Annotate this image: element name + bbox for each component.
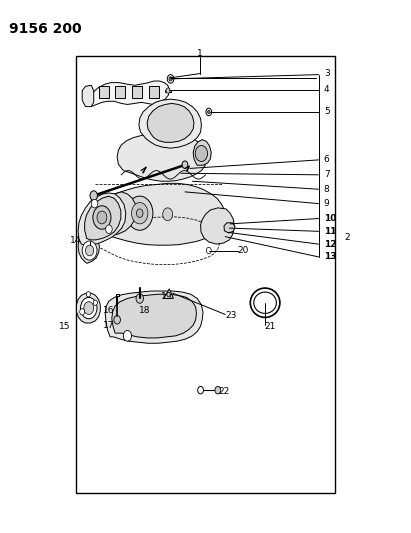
Circle shape [81,297,97,319]
Circle shape [195,146,208,161]
Polygon shape [149,86,159,98]
Circle shape [93,300,97,305]
Text: 3: 3 [324,69,330,78]
Text: 10: 10 [324,214,336,223]
Circle shape [114,316,120,324]
Circle shape [127,196,153,230]
Polygon shape [164,289,173,298]
Polygon shape [76,293,100,323]
Circle shape [84,302,94,314]
Polygon shape [82,85,94,107]
Circle shape [136,209,143,217]
Circle shape [80,309,85,315]
Circle shape [85,245,94,256]
Polygon shape [90,192,136,236]
Text: 13: 13 [324,253,336,261]
Circle shape [166,88,170,93]
Text: 17: 17 [103,321,114,329]
Text: 19: 19 [161,293,172,301]
Text: 20: 20 [238,246,249,255]
Text: 22: 22 [218,387,229,396]
Circle shape [106,225,112,233]
Circle shape [182,161,188,168]
Polygon shape [201,208,234,244]
Polygon shape [116,294,119,296]
Polygon shape [115,86,125,98]
Circle shape [97,211,107,224]
Text: 16: 16 [103,306,114,314]
Circle shape [90,191,97,200]
Polygon shape [224,223,235,233]
Text: 14: 14 [70,237,81,245]
Circle shape [208,110,210,114]
Text: 12: 12 [324,240,336,248]
Circle shape [169,77,172,81]
Text: 8: 8 [324,185,330,193]
Polygon shape [139,99,201,148]
Polygon shape [78,193,126,245]
Polygon shape [147,103,194,142]
Text: 21: 21 [265,322,276,330]
Text: 1: 1 [197,49,203,58]
Polygon shape [117,132,206,181]
Circle shape [163,208,173,221]
Text: 23: 23 [225,311,237,320]
Circle shape [86,292,90,297]
Circle shape [82,241,97,260]
Polygon shape [165,90,171,92]
Polygon shape [85,196,121,240]
Polygon shape [112,294,196,338]
Text: 7: 7 [324,171,330,179]
Polygon shape [90,183,225,245]
Bar [76,56,335,493]
Text: 18: 18 [139,306,150,314]
Text: 6: 6 [324,156,330,164]
Text: 15: 15 [59,322,71,330]
Text: 9156 200: 9156 200 [9,22,82,36]
Text: 11: 11 [324,227,336,236]
Circle shape [123,330,132,341]
Circle shape [93,206,111,229]
Circle shape [132,203,148,224]
Polygon shape [99,86,109,98]
Circle shape [215,386,221,394]
Text: 4: 4 [324,85,330,94]
Text: 2: 2 [344,233,350,241]
Polygon shape [193,140,211,165]
Circle shape [91,199,98,208]
Circle shape [136,294,143,303]
Polygon shape [105,291,203,343]
Polygon shape [88,81,169,107]
Polygon shape [132,86,142,98]
Text: 5: 5 [324,108,330,116]
Text: 9: 9 [324,199,330,208]
Polygon shape [78,235,99,263]
